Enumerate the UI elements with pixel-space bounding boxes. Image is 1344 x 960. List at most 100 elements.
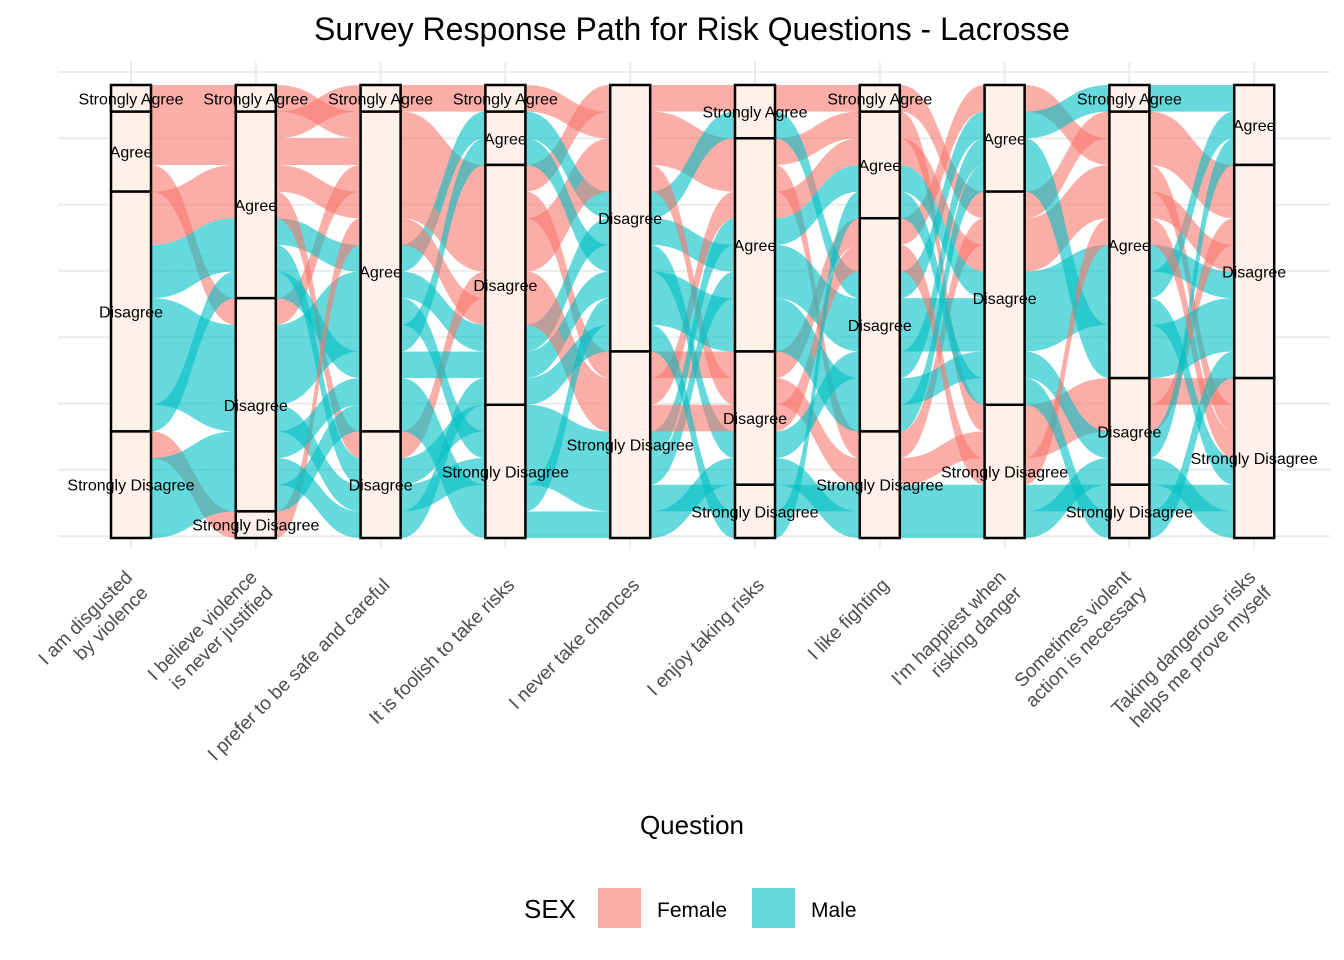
flow-band [275,218,361,538]
flow-band [775,85,860,112]
stratum-box [484,110,527,167]
flow-band [650,298,735,352]
stratum-box [234,296,278,513]
flow-band [775,458,860,538]
flow-band [650,85,735,112]
flow-band [650,458,735,538]
legend: SEX Female Male [524,888,857,928]
stratum-box [983,190,1026,407]
flow-band [899,164,985,299]
flow-band [1024,458,1110,538]
x-tick-line: I never take chances [505,575,644,714]
flow-band [151,351,236,405]
stratum-box [359,83,402,113]
x-tick-text: I enjoy taking risks [643,575,768,700]
flow-band [275,164,361,219]
stratum-label: Strongly Agree [453,91,558,108]
stratum-label: Agree [359,265,402,282]
flow-band [275,138,361,165]
flow-band [775,244,860,325]
stratum-label: Strongly Agree [827,91,932,108]
flow-band [151,191,236,245]
stratum-box [858,430,902,540]
flow-band [650,244,735,459]
stratum-label: Disagree [723,411,787,428]
flow-band [1149,324,1235,379]
x-tick-label: I like fighting [804,575,894,665]
stratum-label: Disagree [224,398,288,415]
flow-band [275,404,361,512]
flow-band [400,138,486,352]
stratum-label: Strongly Disagree [442,464,569,481]
flow-band [1149,138,1235,219]
stratum-label: Agree [858,158,901,175]
stratum-box [858,216,902,433]
flow-band [525,431,611,485]
stratum-labels: Strongly Agree Agree Disagree Strongly Disa… [67,91,1317,534]
stratum-box [109,83,153,113]
stratum-box [234,510,278,540]
flow-band [525,138,611,245]
flow-band [525,85,611,139]
x-tick-line: I like fighting [804,575,894,665]
stratum-box [733,83,777,140]
flow-band [1024,378,1110,538]
flow-band [1149,351,1235,538]
x-tick-line: helps me prove myself [1127,582,1277,732]
flow-band [525,324,611,405]
flow-band [775,244,860,432]
flow-band [1024,138,1110,352]
flow-band [525,138,611,272]
stratum-box [1232,376,1276,540]
x-tick-label: I am disgustedby violence [35,567,153,685]
flow-band [400,164,486,245]
stratum-box [359,430,402,540]
x-tick-text: I am disgustedby violence [35,567,153,685]
stratum-label: Agree [234,198,277,215]
stratum-label: Disagree [349,478,413,495]
stratum-label: Agree [983,131,1026,148]
flow-band [775,271,860,352]
stratum-label: Agree [484,131,527,148]
stratum-label: Disagree [473,278,537,295]
stratum-label: Agree [110,145,153,162]
flow-band [899,484,985,512]
flow-band [899,85,985,245]
flow-band [1024,271,1110,325]
x-tick-line: I enjoy taking risks [643,575,768,700]
flow-band [151,218,236,272]
stratum-box [983,403,1026,540]
flow-band [275,85,361,139]
flow-band [899,111,985,432]
flow-band [151,458,236,512]
stratum-box [484,403,527,540]
flow-band [275,378,361,459]
stratum-label: Strongly Agree [1077,91,1182,108]
stratum-label: Strongly Agree [79,91,184,108]
flow-band [151,85,236,112]
stratum-box [858,110,902,220]
flow-band [1024,85,1110,165]
stratum-box [109,110,153,193]
stratum-label: Strongly Disagree [192,518,319,535]
x-tick-line: It is foolish to take risks [365,575,519,729]
stratum-box [484,163,527,407]
stratum-box [234,83,278,113]
flow-band [650,324,735,538]
chart-title: Survey Response Path for Risk Questions … [314,11,1070,47]
stratum-label: Disagree [1222,265,1286,282]
flow-band [899,511,985,538]
legend-key-female [598,888,641,928]
flow-band [1149,191,1235,272]
x-tick-label: I never take chances [505,575,644,714]
stratum-label: Strongly Agree [328,91,433,108]
flow-band [1024,218,1110,485]
stratum-box [608,83,652,353]
stratum-label: Agree [1233,118,1276,135]
flow-band [400,404,486,538]
x-tick-label: I'm happiest whenrisking danger [888,567,1027,690]
flow-band [1149,458,1235,538]
stratum-label: Disagree [99,305,163,322]
